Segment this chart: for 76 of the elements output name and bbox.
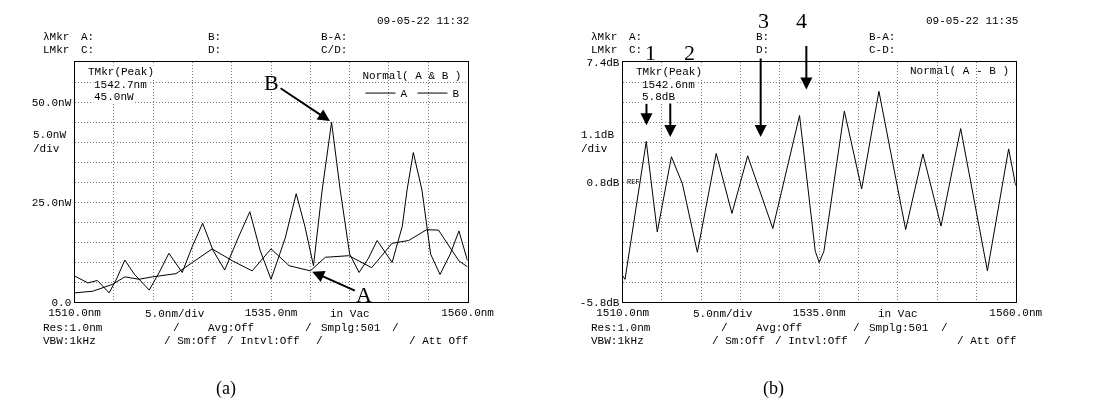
x-axis-title: 5.0nm/div xyxy=(145,308,205,320)
text: / Intvl:Off xyxy=(227,335,300,347)
text: C-D: xyxy=(869,44,896,56)
text: B: xyxy=(208,31,222,43)
text: B-A: xyxy=(869,31,896,43)
legend-label: A xyxy=(400,88,408,101)
text: / xyxy=(941,322,948,334)
y-axis-title: 5.0nW /div xyxy=(33,129,67,156)
text: VBW:1kHz xyxy=(43,335,96,347)
text: / Att Off xyxy=(957,335,1017,347)
text: / xyxy=(721,322,728,334)
y-tick-label: -5.8dB xyxy=(579,296,620,309)
annotation: 1542.7nm xyxy=(94,79,148,91)
annotation: Normal( A - B ) xyxy=(910,65,1010,77)
text: / Att Off xyxy=(409,335,469,347)
y-axis-title: 1.1dB /div xyxy=(581,129,615,156)
legend-label: B xyxy=(452,88,460,101)
x-tick-label: 1510.0nm xyxy=(596,307,650,320)
text: C/D: xyxy=(321,44,348,56)
text: / xyxy=(316,335,323,347)
annotation: 1 xyxy=(645,40,656,65)
text: B: xyxy=(756,31,770,43)
x-tick-label: 1535.0nm xyxy=(792,307,846,320)
text: in Vac xyxy=(878,308,918,320)
text: Smplg:501 xyxy=(869,322,929,334)
text: Res:1.0nm xyxy=(43,322,103,334)
text: (a) xyxy=(216,378,236,399)
annotation: TMkr(Peak) xyxy=(88,66,155,78)
annotation: TMkr(Peak) xyxy=(636,66,703,78)
text: C: xyxy=(81,44,95,56)
text: Smplg:501 xyxy=(321,322,381,334)
text: VBW:1kHz xyxy=(591,335,644,347)
text: 3 xyxy=(758,8,769,33)
text: / xyxy=(853,322,860,334)
annotation: 5.8dB xyxy=(642,91,676,103)
text: Avg:Off xyxy=(208,322,255,334)
text: 09-05-22 11:35 xyxy=(926,15,1019,27)
text: D: xyxy=(756,44,770,56)
x-axis-title: 5.0nm/div xyxy=(693,308,753,320)
text: in Vac xyxy=(330,308,370,320)
text: λMkr xyxy=(43,31,70,43)
text: D: xyxy=(208,44,222,56)
text: / Intvl:Off xyxy=(775,335,848,347)
text: Res:1.0nm xyxy=(591,322,651,334)
text: Avg:Off xyxy=(756,322,803,334)
text: / xyxy=(864,335,871,347)
text: / Sm:Off xyxy=(712,335,765,347)
annotation: A xyxy=(356,282,372,307)
text: λMkr xyxy=(591,31,618,43)
annotation: 2 xyxy=(684,40,695,65)
y-tick-label: 7.4dB xyxy=(586,57,620,70)
text: 4 xyxy=(796,8,807,33)
annotation: 1542.6nm xyxy=(642,79,696,91)
y-tick-label: 25.0nW xyxy=(31,196,72,209)
legend-title: Normal( A & B ) xyxy=(362,69,462,82)
text: A: xyxy=(629,31,643,43)
text: 09-05-22 11:32 xyxy=(377,15,470,27)
y-tick-label: 0.0 xyxy=(51,296,72,309)
text: B-A: xyxy=(321,31,348,43)
text: / xyxy=(173,322,180,334)
annotation: B xyxy=(264,70,279,95)
text: C: xyxy=(629,44,643,56)
text: / xyxy=(305,322,312,334)
x-tick-label: 1560.0nm xyxy=(441,307,495,320)
x-tick-label: 1560.0nm xyxy=(989,307,1043,320)
annotation: 45.0nW xyxy=(94,91,135,103)
text: LMkr xyxy=(43,44,70,56)
x-tick-label: 1510.0nm xyxy=(48,307,102,320)
text: / Sm:Off xyxy=(164,335,217,347)
text: LMkr xyxy=(591,44,618,56)
text: (b) xyxy=(763,378,784,399)
y-tick-label: 50.0nW xyxy=(31,97,72,110)
y-tick-label: 0.8dB xyxy=(586,177,620,190)
text: / xyxy=(392,322,399,334)
text: A: xyxy=(81,31,95,43)
x-tick-label: 1535.0nm xyxy=(244,307,298,320)
